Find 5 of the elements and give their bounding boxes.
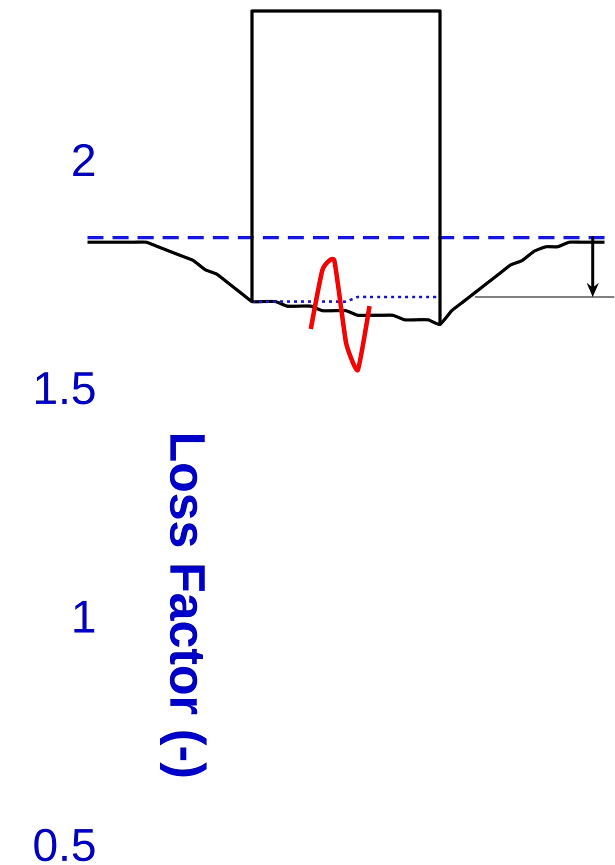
y-axis-title: Loss Factor (-) xyxy=(160,434,207,776)
y-tick-label: 1 xyxy=(74,600,94,632)
y-tick-label: 2 xyxy=(73,144,94,176)
y-tick-label: 1.5 xyxy=(36,372,95,404)
y-tick-label: 0.5 xyxy=(34,828,95,862)
